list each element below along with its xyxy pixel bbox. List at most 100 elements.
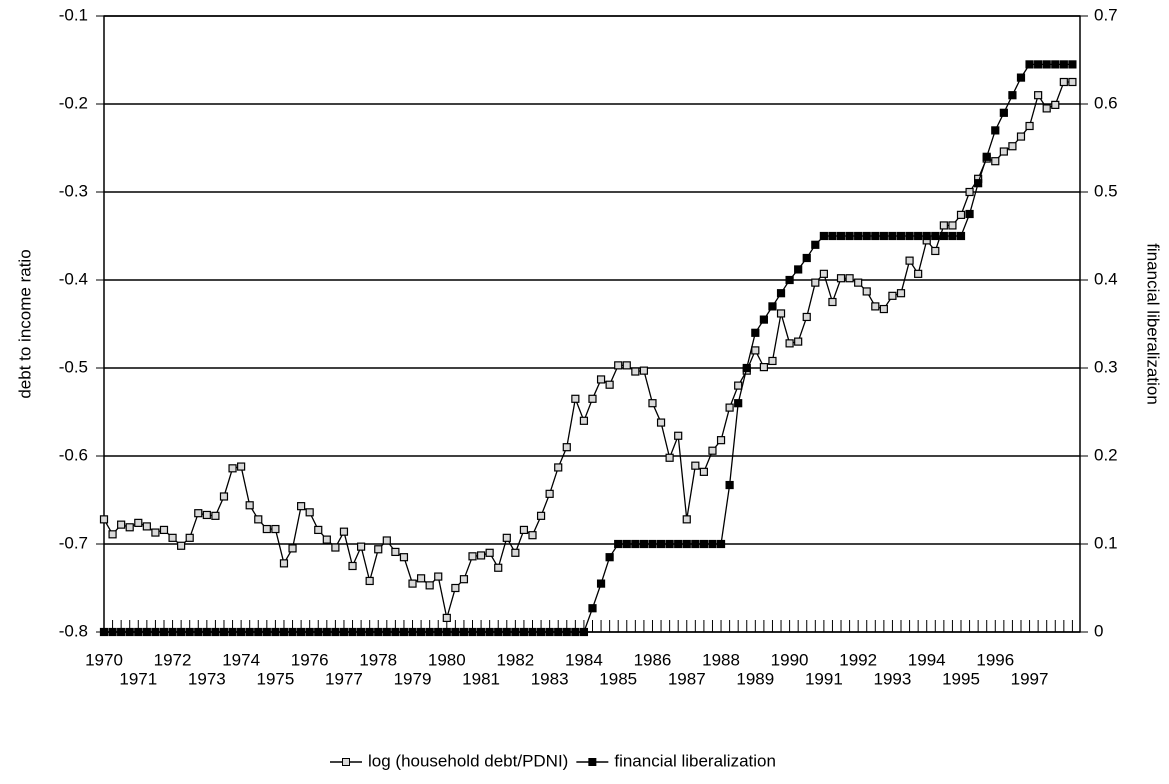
x-tick-label: 1993 [874,669,912,688]
data-point [451,583,460,593]
data-point [314,627,323,637]
data-point [1068,77,1077,87]
data-point [811,240,820,249]
data-point [391,547,400,557]
data-point [1034,91,1043,100]
data-point [211,627,220,637]
data-point [194,627,203,637]
data-point [648,539,657,549]
data-point [871,231,880,241]
x-tick-label: 1975 [256,669,294,688]
data-point [142,627,151,637]
data-point [699,539,709,549]
data-point [974,179,983,188]
data-point [605,380,614,389]
x-tick-label: 1996 [976,650,1014,669]
data-point [519,627,529,637]
data-point [905,256,914,265]
data-point [785,339,794,348]
data-point [888,291,897,300]
data-point [279,559,289,568]
data-point [1059,77,1068,87]
x-tick-label: 1989 [736,669,774,688]
x-tick-label: 1988 [702,650,740,669]
x-tick-label: 1987 [668,669,706,688]
x-tick-label: 1992 [839,650,877,669]
data-point [468,627,477,637]
data-point [948,231,957,241]
data-point [228,464,237,473]
data-point [631,539,640,549]
data-point [485,548,494,557]
data-point [202,510,211,520]
data-point [425,627,434,637]
data-point [716,539,726,549]
data-point [828,297,837,307]
data-point [605,553,614,562]
data-point [399,627,409,637]
data-point [1008,91,1017,100]
data-point [519,525,529,535]
data-point [982,152,991,161]
data-point [939,221,948,230]
data-point [168,627,177,637]
data-point [819,231,828,241]
data-point [536,627,546,637]
data-point [931,231,940,241]
x-tick-label: 1976 [291,650,329,669]
data-point [708,539,717,549]
data-point [725,403,734,412]
data-point [545,627,554,637]
data-point [656,539,666,549]
data-point [322,535,331,544]
data-point [802,253,811,263]
data-point [571,394,580,403]
data-point [614,539,623,549]
data-point [596,375,606,384]
data-point [271,627,280,637]
data-point [374,627,383,637]
data-point [416,627,426,637]
data-point [571,627,580,637]
data-point [288,544,297,553]
data-point [716,436,726,445]
data-point [468,552,477,561]
data-point [854,231,863,241]
data-point [622,539,631,549]
y2-tick-label: 0.4 [1094,269,1118,288]
plot-frame [103,15,1081,633]
data-point [485,627,494,637]
data-point [991,126,1000,135]
data-point [931,246,940,256]
y-tick-label: -0.6 [59,445,88,464]
data-point [999,147,1008,156]
x-tick-label: 1982 [496,650,534,669]
data-point [682,539,691,549]
data-point [382,536,391,545]
data-point [1051,60,1060,69]
data-point [185,533,194,542]
data-point [1042,60,1051,69]
data-point [108,627,117,637]
data-point [776,309,786,318]
data-point [622,361,631,370]
y-tick-label: -0.5 [59,357,88,376]
data-point [896,231,906,241]
x-tick-label: 1973 [188,669,226,688]
data-point [142,522,151,531]
data-point [699,467,709,476]
data-point [365,627,374,637]
x-tick-label: 1985 [599,669,637,688]
data-point [588,394,597,403]
x-tick-label: 1980 [428,650,466,669]
series-line [103,81,1073,619]
y2-tick-label: 0.7 [1094,5,1118,24]
data-point [442,613,451,623]
data-point [734,399,743,408]
data-point [357,542,366,551]
data-point [674,539,683,549]
x-tick-label: 1971 [119,669,157,688]
data-point [322,627,331,637]
data-point [828,231,837,241]
data-point [922,231,931,241]
